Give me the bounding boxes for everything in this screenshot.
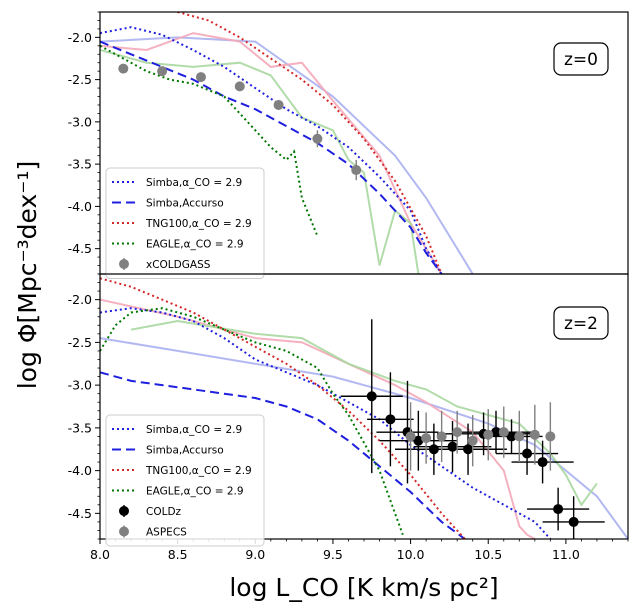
x-tick-label-6: 11.0: [552, 547, 580, 562]
data-point-z2-4-11: [537, 457, 548, 468]
legend-label-z2-2: TNG100,α_CO = 2.9: [145, 465, 252, 477]
data-point-z2-4-5: [447, 441, 458, 452]
panel-label-text-z2: z=2: [564, 314, 598, 334]
y-tick-label-z2-5: -4.5: [68, 506, 92, 521]
y-tick-label-z2-2: -3.0: [68, 378, 92, 393]
y-ticks-z2: -2.0 -2.5 -3.0 -3.5 -4.0 -4.5: [68, 273, 100, 540]
data-point-z2-4-0: [366, 391, 377, 402]
legend-label-z0-2: TNG100,α_CO = 2.9: [145, 218, 252, 230]
data-point-z2-4-8: [491, 427, 501, 438]
panel-label-z2: z=2: [553, 306, 609, 340]
panel-label-text-z0: z=0: [564, 50, 598, 70]
data-point-z2-5-3: [452, 427, 463, 438]
data-point-z2-5-1: [421, 433, 432, 444]
series-line-z0-5: [100, 36, 474, 274]
data-point-z2-4-3: [413, 435, 424, 446]
data-point-z0-4-1: [157, 66, 168, 77]
panel-z2: -2.0 -2.5 -3.0 -3.5 -4.0 -4.5 8.0 8.5 9.0 9.5 10.…: [68, 273, 629, 562]
legend-label-z0-4: xCOLDGASS: [146, 259, 211, 271]
y-ticks-z0: -2.0 -2.5 -3.0 -3.5 -4.0 -4.5: [68, 11, 100, 275]
y-tick-label-z0-2: -3.0: [68, 114, 92, 129]
y-tick-label-z2-0: -2.0: [68, 292, 92, 307]
data-point-z0-4-0: [118, 63, 129, 74]
y-tick-label-z2-4: -4.0: [68, 463, 92, 478]
series-line-z2-7: [100, 298, 536, 539]
legend-box-z2: [105, 414, 265, 547]
legend-label-z0-1: Simba,Accurso: [146, 198, 224, 210]
series-layer-z0: [100, 12, 474, 274]
y-tick-label-z0-4: -4.0: [68, 199, 92, 214]
legend-label-z0-0: Simba,α_CO = 2.9: [146, 177, 242, 189]
series-line-z2-2: [100, 277, 466, 539]
data-point-z2-5-5: [483, 429, 494, 440]
legend-z2: Simba,α_CO = 2.9 Simba,Accurso TNG100,α_CO…: [105, 414, 265, 547]
data-point-z2-5-7: [514, 431, 525, 442]
data-point-z0-4-6: [351, 165, 362, 176]
series-layer-z2: [100, 277, 628, 539]
legend-marker-z2-4: [119, 506, 129, 516]
data-point-z2-4-13: [568, 516, 579, 527]
data-point-z2-4-1: [385, 414, 396, 425]
legend-label-z2-0: Simba,α_CO = 2.9: [146, 424, 242, 436]
series-line-z2-3: [100, 307, 404, 536]
series-line-z2-1: [100, 371, 466, 539]
data-point-z2-5-9: [545, 431, 556, 442]
y-axis-title: log Φ[Mpc⁻³dex⁻¹]: [13, 161, 42, 389]
data-point-z2-5-2: [436, 431, 447, 442]
legend-marker-z0-4: [119, 259, 129, 269]
y-tick-label-z2-1: -2.5: [68, 335, 92, 350]
data-point-z2-5-6: [498, 427, 509, 438]
x-ticks: 8.0 8.5 9.0 9.5 10.0 10.5 11.0: [90, 539, 629, 562]
legend-label-z2-1: Simba,Accurso: [146, 445, 224, 457]
data-point-z2-5-4: [467, 435, 478, 446]
x-tick-label-1: 8.5: [168, 547, 188, 562]
y-tick-label-z0-5: -4.5: [68, 241, 92, 256]
series-line-z0-1: [100, 40, 443, 274]
y-tick-label-z0-3: -3.5: [68, 157, 92, 172]
legend-label-z2-3: EAGLE,α_CO = 2.9: [146, 486, 244, 498]
data-point-z0-4-5: [312, 133, 323, 144]
x-tick-label-5: 10.5: [474, 547, 502, 562]
series-line-z0-0: [100, 26, 443, 274]
legend-marker-z2-5: [119, 526, 129, 537]
series-line-z2-8: [130, 319, 598, 507]
legend-box-z0: [105, 167, 265, 279]
data-point-z2-4-9: [506, 431, 517, 442]
x-tick-label-0: 8.0: [90, 547, 110, 562]
legend-label-z2-5: ASPECS: [146, 527, 187, 539]
data-point-z2-4-12: [553, 504, 564, 515]
x-tick-label-4: 10.0: [397, 547, 425, 562]
legend-label-z2-4: COLDz: [146, 506, 182, 518]
data-point-z0-4-2: [195, 72, 206, 83]
data-point-z2-4-6: [463, 444, 474, 455]
panel-label-z0: z=0: [553, 42, 609, 76]
series-line-z0-6: [100, 32, 443, 274]
data-point-z2-5-8: [529, 429, 540, 440]
x-tick-label-3: 9.5: [323, 547, 343, 562]
x-tick-label-2: 9.0: [245, 547, 265, 562]
legend-z0: Simba,α_CO = 2.9 Simba,Accurso TNG100,α_CO…: [105, 167, 265, 279]
data-point-z0-4-4: [273, 99, 284, 110]
panel-z0: -2.0 -2.5 -3.0 -3.5 -4.0 -4.5 z=0 Simba,α_CO …: [68, 11, 629, 279]
series-line-z2-6: [100, 337, 628, 539]
legend-label-z0-3: EAGLE,α_CO = 2.9: [146, 239, 244, 251]
data-point-z2-5-0: [405, 431, 416, 442]
y-tick-label-z2-3: -3.5: [68, 420, 92, 435]
y-tick-label-z0-1: -2.5: [68, 72, 92, 87]
x-axis-title: log L_CO [K km/s pc²]: [229, 573, 498, 602]
y-tick-label-z0-0: -2.0: [68, 30, 92, 45]
data-point-z2-4-10: [522, 448, 533, 459]
data-point-z0-4-3: [234, 81, 245, 92]
